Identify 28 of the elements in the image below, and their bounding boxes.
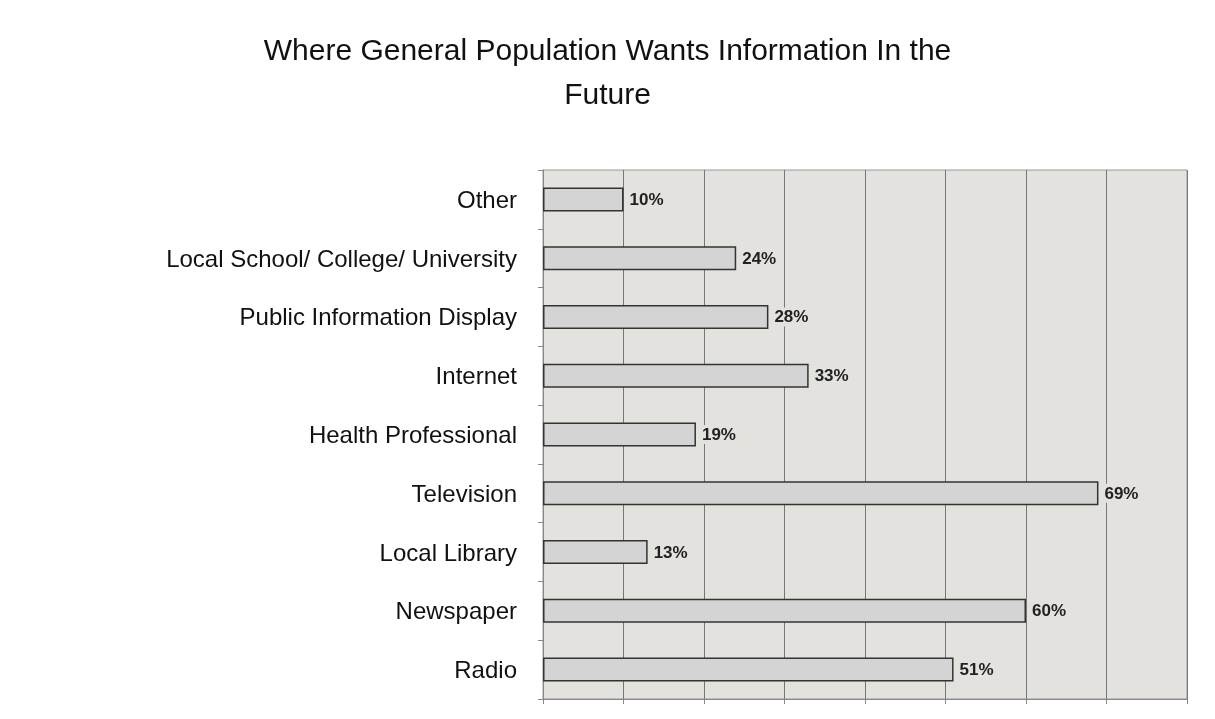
bar (543, 363, 809, 388)
bar (543, 598, 1026, 623)
data-label: 10% (629, 189, 664, 209)
y-tick-label: Radio (454, 656, 517, 684)
bar (543, 246, 737, 271)
data-label: 33% (814, 366, 849, 386)
y-tick-label: Television (411, 479, 517, 507)
data-label: 24% (742, 248, 777, 268)
data-label: 28% (774, 307, 809, 327)
bar (543, 422, 696, 447)
y-tick-label: Local School/ College/ University (166, 244, 517, 272)
chart-title: Where General Population Wants Information In the Future (263, 32, 952, 110)
y-tick-label: Newspaper (395, 597, 517, 625)
bar (543, 304, 769, 329)
y-tick-label: Health Professional (308, 421, 517, 448)
y-tick-label: Local Library (379, 538, 517, 566)
data-label: 19% (701, 425, 736, 444)
y-tick-label: Other (456, 185, 517, 213)
y-tick-label: Internet (435, 362, 518, 390)
bar (543, 540, 648, 565)
bar (543, 481, 1099, 506)
data-label: 69% (1104, 483, 1139, 503)
y-tick-label: Public Information Display (239, 303, 517, 331)
data-label: 60% (1032, 601, 1067, 621)
data-label: 13% (653, 542, 688, 562)
bar (543, 187, 624, 212)
bar (543, 657, 954, 682)
data-label: 51% (959, 660, 994, 680)
